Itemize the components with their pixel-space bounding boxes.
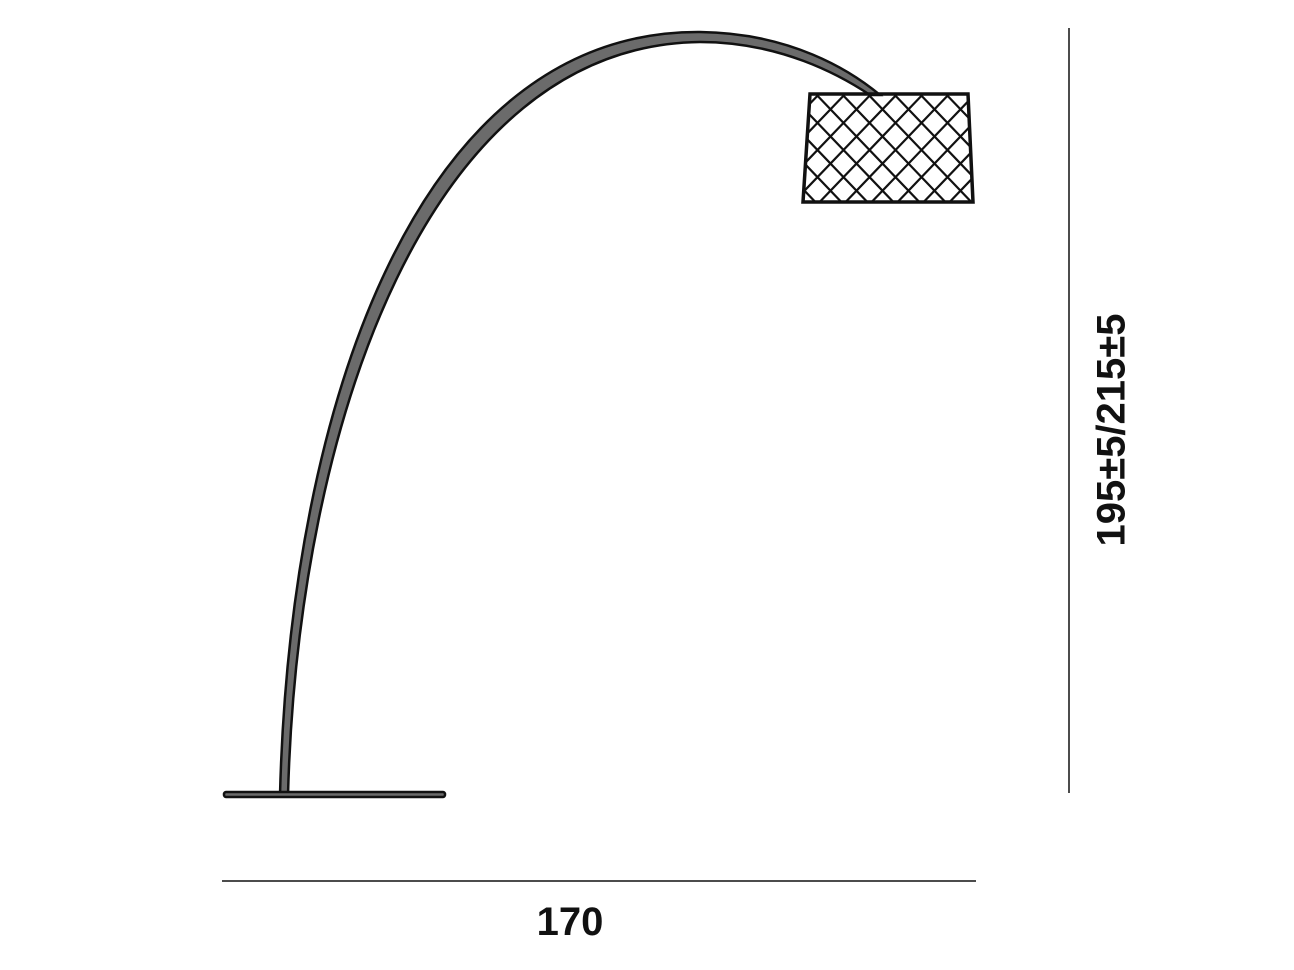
mesh-line — [1150, 90, 1265, 210]
mesh-line — [1124, 90, 1239, 210]
mesh-line — [682, 90, 797, 210]
mesh-line — [967, 94, 973, 202]
mesh-line — [994, 90, 1109, 210]
mesh-line — [682, 90, 797, 210]
mesh-line — [1124, 90, 1239, 210]
mesh-line — [1046, 90, 1161, 210]
mesh-line — [630, 90, 745, 210]
mesh-line — [656, 90, 771, 210]
mesh-line — [1020, 90, 1135, 210]
height-dimension-label: 195±5/215±5 — [1089, 313, 1134, 547]
mesh-line — [656, 90, 771, 210]
mesh-line — [889, 94, 973, 202]
mesh-line — [578, 90, 693, 210]
lamp-arm — [278, 30, 884, 797]
mesh-line — [604, 90, 719, 210]
mesh-line — [1020, 90, 1135, 210]
lamp-base — [222, 790, 447, 799]
lamp-shade — [552, 90, 1265, 210]
mesh-line — [1072, 90, 1187, 210]
mesh-line — [604, 90, 719, 210]
mesh-line — [941, 94, 973, 202]
mesh-line — [967, 94, 973, 202]
mesh-line — [915, 94, 973, 202]
mesh-line — [552, 90, 667, 210]
mesh-line — [941, 94, 973, 202]
mesh-line — [552, 90, 667, 210]
mesh-line — [994, 90, 1109, 210]
mesh-line — [1150, 90, 1265, 210]
mesh-line — [1098, 90, 1213, 210]
mesh-line — [578, 90, 693, 210]
mesh-line — [1098, 90, 1213, 210]
width-dimension-label: 170 — [536, 900, 604, 944]
mesh-line — [630, 90, 745, 210]
mesh-line — [915, 94, 973, 202]
mesh-line — [1072, 90, 1187, 210]
mesh-line — [1046, 90, 1161, 210]
